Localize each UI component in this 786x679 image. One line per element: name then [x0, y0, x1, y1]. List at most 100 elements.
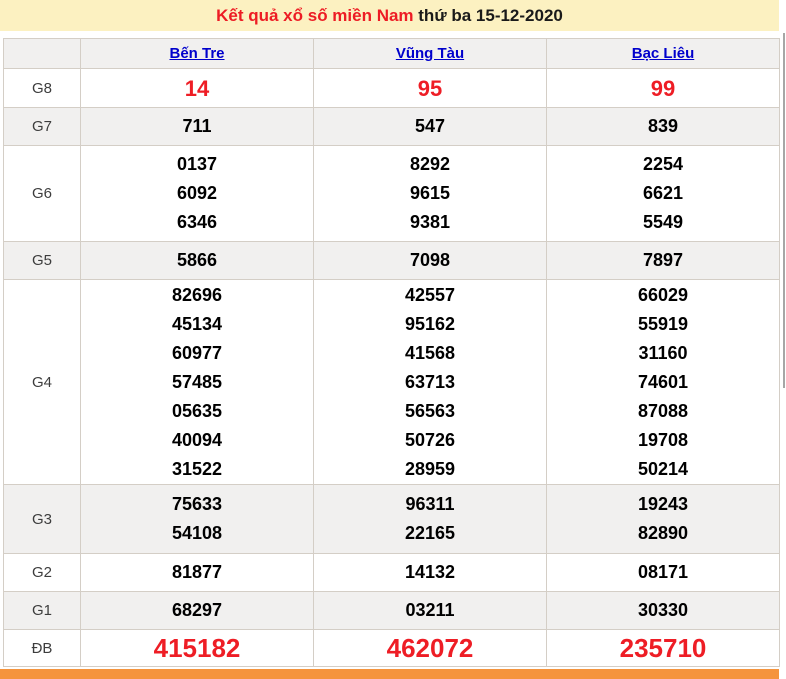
prize-number: 60977 [171, 342, 223, 363]
prize-cell-db-bac-lieu: 235710 [546, 629, 780, 667]
prize-row-g3: G3 75633 54108 96311 22165 19243 82890 [3, 484, 780, 554]
prize-number: 57485 [171, 371, 223, 392]
prize-cell-g6-vung-tau: 8292 9615 9381 [313, 145, 547, 242]
province-header-ben-tre: Bến Tre [80, 38, 314, 69]
prize-cell-g1-vung-tau: 03211 [313, 591, 547, 630]
prize-cell-g7-vung-tau: 547 [313, 107, 547, 146]
prize-number: 40094 [171, 429, 223, 450]
prize-cell-g4-bac-lieu: 66029 55919 31160 74601 87088 19708 50214 [546, 279, 780, 485]
prize-number: 462072 [386, 632, 474, 663]
prize-number: 75633 [171, 494, 223, 514]
prize-number: 5866 [176, 250, 218, 270]
prize-cell-g3-ben-tre: 75633 54108 [80, 484, 314, 554]
prize-number: 66029 [637, 284, 689, 305]
prize-number: 547 [414, 116, 446, 136]
prize-number: 31160 [638, 342, 688, 363]
prize-number: 6346 [176, 212, 218, 232]
prize-cell-g2-ben-tre: 81877 [80, 553, 314, 592]
prize-number: 50214 [637, 458, 689, 479]
prize-number: 56563 [404, 400, 456, 421]
scrollbar-thumb[interactable] [783, 33, 785, 388]
prize-number: 95 [417, 75, 443, 101]
prize-row-g8: G8 14 95 99 [3, 68, 780, 108]
prize-cell-db-ben-tre: 415182 [80, 629, 314, 667]
corner-cell [3, 38, 81, 69]
prize-number: 03211 [405, 600, 455, 620]
prize-number: 95162 [404, 313, 456, 334]
prize-number: 31522 [171, 458, 223, 479]
prize-label-g5: G5 [3, 241, 81, 280]
prize-cell-g8-bac-lieu: 99 [546, 68, 780, 108]
prize-number: 82696 [171, 284, 223, 305]
prize-number: 42557 [404, 284, 456, 305]
prize-number: 14 [184, 75, 210, 101]
prize-number: 08171 [637, 562, 689, 582]
prize-row-g1: G1 68297 03211 30330 [3, 591, 780, 630]
province-link-vung-tau[interactable]: Vũng Tàu [395, 44, 465, 62]
prize-cell-db-vung-tau: 462072 [313, 629, 547, 667]
prize-number: 96311 [405, 494, 455, 514]
prize-number: 41568 [404, 342, 456, 363]
prize-label-g2: G2 [3, 553, 81, 592]
prize-cell-g5-bac-lieu: 7897 [546, 241, 780, 280]
results-title-bar: Kết quả xổ số miền Nam thứ ba 15-12-2020 [0, 0, 779, 31]
prize-number: 28959 [404, 458, 456, 479]
prize-number: 711 [182, 116, 212, 136]
prize-row-g7: G7 711 547 839 [3, 107, 780, 146]
province-header-bac-lieu: Bạc Liêu [546, 38, 780, 69]
prize-number: 54108 [171, 523, 223, 543]
prize-cell-g3-bac-lieu: 19243 82890 [546, 484, 780, 554]
prize-number: 14132 [404, 562, 456, 582]
prize-number: 30330 [637, 600, 689, 620]
prize-number: 82890 [637, 523, 689, 543]
province-link-ben-tre[interactable]: Bến Tre [169, 44, 225, 62]
prize-label-g1: G1 [3, 591, 81, 630]
results-title-date: thứ ba 15-12-2020 [413, 5, 563, 25]
prize-cell-g3-vung-tau: 96311 22165 [313, 484, 547, 554]
prize-number: 81877 [171, 562, 223, 582]
prize-number: 6092 [176, 183, 218, 203]
prize-number: 9381 [409, 212, 451, 232]
prize-label-g6: G6 [3, 145, 81, 242]
prize-number: 6621 [642, 183, 684, 203]
province-header-row: Bến Tre Vũng Tàu Bạc Liêu [3, 38, 780, 69]
prize-cell-g5-ben-tre: 5866 [80, 241, 314, 280]
prize-number: 7897 [642, 250, 684, 270]
prize-row-g2: G2 81877 14132 08171 [3, 553, 780, 592]
prize-cell-g7-bac-lieu: 839 [546, 107, 780, 146]
results-title-region: Kết quả xổ số miền Nam [216, 5, 414, 25]
prize-cell-g8-vung-tau: 95 [313, 68, 547, 108]
prize-row-g6: G6 0137 6092 6346 8292 9615 9381 2254 6621 5549 [3, 145, 780, 242]
prize-cell-g8-ben-tre: 14 [80, 68, 314, 108]
prize-number: 7098 [409, 250, 451, 270]
prize-number: 8292 [409, 154, 451, 174]
prize-cell-g2-vung-tau: 14132 [313, 553, 547, 592]
prize-cell-g1-bac-lieu: 30330 [546, 591, 780, 630]
prize-label-g7: G7 [3, 107, 81, 146]
prize-cell-g5-vung-tau: 7098 [313, 241, 547, 280]
province-header-vung-tau: Vũng Tàu [313, 38, 547, 69]
results-table: Bến Tre Vũng Tàu Bạc Liêu G8 14 95 99 G7 711 547… [3, 38, 780, 667]
prize-row-g4: G4 82696 45134 60977 57485 05635 40094 31522 425… [3, 279, 780, 485]
prize-cell-g2-bac-lieu: 08171 [546, 553, 780, 592]
province-link-bac-lieu[interactable]: Bạc Liêu [631, 44, 695, 62]
prize-number: 19708 [637, 429, 689, 450]
prize-row-db: ĐB 415182 462072 235710 [3, 629, 780, 667]
prize-number: 87088 [637, 400, 689, 421]
prize-number: 68297 [171, 600, 223, 620]
prize-number: 45134 [171, 313, 223, 334]
prize-cell-g1-ben-tre: 68297 [80, 591, 314, 630]
prize-number: 55919 [637, 313, 689, 334]
prize-number: 63713 [404, 371, 456, 392]
prize-number: 74601 [637, 371, 689, 392]
prize-number: 99 [650, 75, 676, 101]
prize-number: 19243 [637, 494, 689, 514]
prize-number: 9615 [409, 183, 451, 203]
prize-number: 05635 [171, 400, 223, 421]
prize-number: 0137 [176, 154, 218, 174]
prize-number: 5549 [642, 212, 684, 232]
prize-cell-g4-ben-tre: 82696 45134 60977 57485 05635 40094 31522 [80, 279, 314, 485]
prize-cell-g6-bac-lieu: 2254 6621 5549 [546, 145, 780, 242]
prize-number: 235710 [619, 632, 707, 663]
